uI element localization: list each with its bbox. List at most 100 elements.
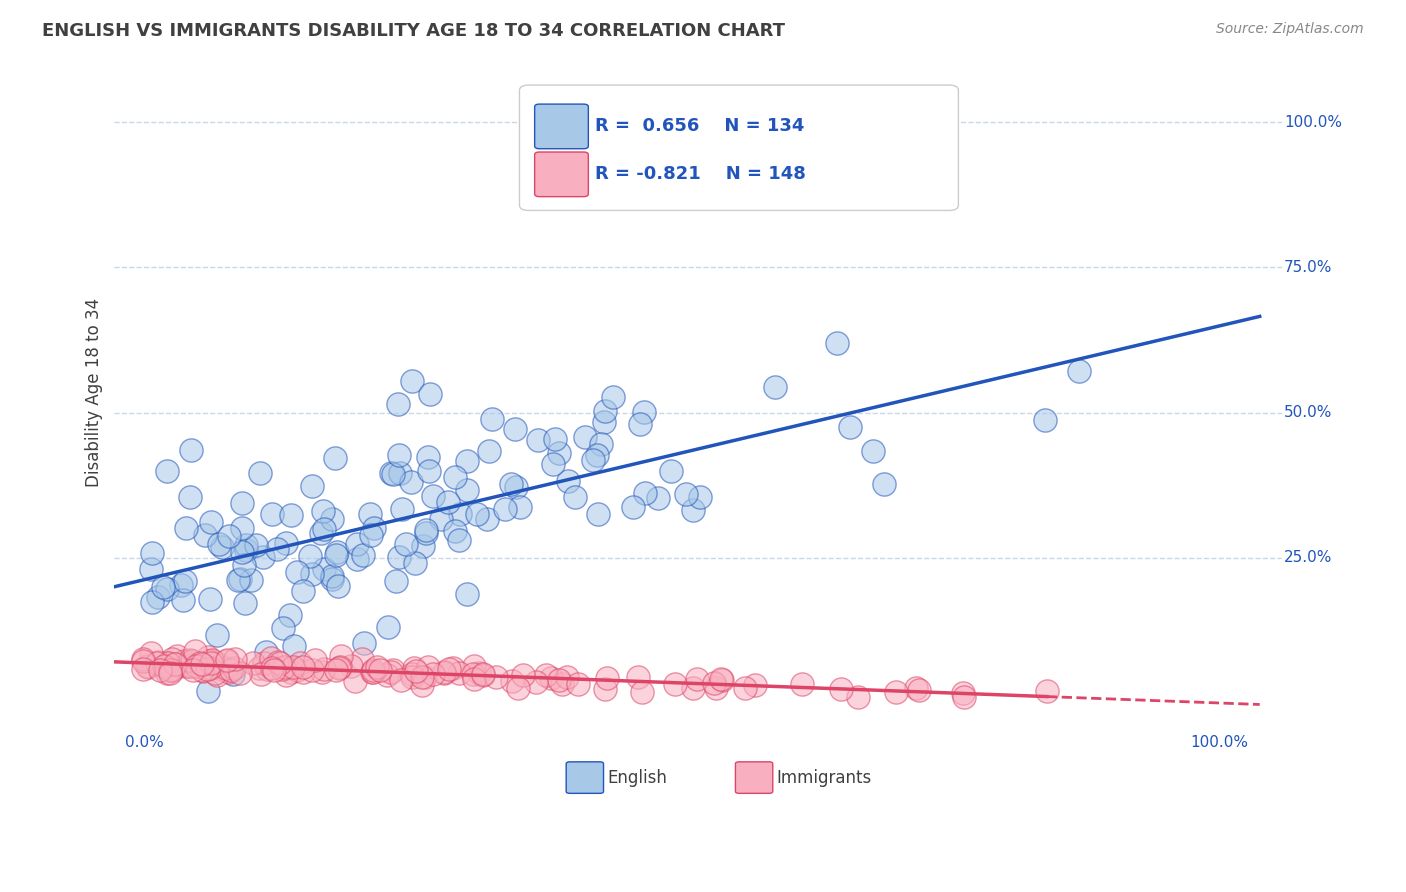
Text: Source: ZipAtlas.com: Source: ZipAtlas.com (1216, 22, 1364, 37)
Point (281, 660, 304, 674)
Point (388, 449, 411, 463)
Point (478, 443, 501, 458)
Point (132, 662, 155, 676)
Point (411, 670, 433, 684)
Point (312, 504, 335, 518)
Point (634, 486, 657, 500)
Point (226, 574, 249, 588)
Point (703, 675, 725, 690)
Point (456, 586, 478, 600)
Point (380, 665, 402, 679)
Point (501, 673, 523, 688)
Point (567, 677, 589, 691)
Point (233, 558, 256, 572)
Point (404, 661, 426, 675)
Point (160, 652, 183, 666)
Point (401, 670, 423, 684)
Point (136, 660, 159, 674)
Point (249, 466, 271, 480)
Point (353, 635, 375, 649)
Point (321, 568, 343, 582)
Point (744, 678, 766, 692)
Point (544, 432, 567, 446)
Point (360, 665, 382, 680)
Point (734, 681, 756, 695)
Point (179, 653, 201, 667)
Point (862, 444, 884, 458)
Point (219, 663, 242, 677)
Point (278, 607, 301, 622)
Point (170, 577, 193, 591)
Point (157, 657, 180, 671)
Point (326, 545, 349, 559)
Point (401, 374, 423, 388)
Point (231, 544, 253, 558)
Point (197, 684, 219, 698)
Point (908, 682, 931, 697)
Point (682, 681, 704, 695)
Point (165, 657, 187, 671)
Point (148, 590, 170, 604)
Point (266, 541, 288, 556)
Point (231, 521, 253, 535)
Point (287, 566, 309, 580)
Point (291, 659, 314, 673)
Point (288, 657, 311, 671)
Point (633, 404, 655, 418)
Point (825, 335, 848, 350)
Point (905, 681, 928, 695)
Point (215, 652, 238, 666)
Point (191, 657, 214, 672)
Point (461, 666, 484, 681)
Point (201, 653, 224, 667)
Point (291, 665, 314, 680)
Point (263, 663, 285, 677)
Point (481, 411, 503, 425)
Point (589, 436, 612, 450)
Point (404, 556, 426, 570)
Point (218, 529, 240, 543)
Point (506, 681, 529, 695)
Point (229, 665, 252, 680)
Point (269, 657, 291, 671)
Text: 75.0%: 75.0% (1284, 260, 1333, 275)
Point (602, 390, 624, 404)
Point (675, 487, 697, 501)
Point (211, 540, 233, 554)
Point (413, 669, 436, 683)
Point (156, 464, 179, 478)
Point (548, 446, 571, 460)
Point (173, 654, 195, 668)
Point (231, 496, 253, 510)
Point (314, 562, 336, 576)
Point (444, 524, 467, 538)
Point (160, 663, 183, 677)
Point (200, 516, 222, 530)
Point (361, 665, 384, 679)
Point (256, 662, 278, 676)
Point (325, 548, 347, 562)
Point (204, 665, 226, 680)
Point (350, 652, 373, 666)
Point (790, 677, 813, 691)
Point (194, 659, 217, 673)
Point (627, 671, 650, 685)
Point (763, 380, 786, 394)
Point (621, 500, 644, 514)
Point (233, 596, 256, 610)
Point (377, 668, 399, 682)
Point (184, 659, 207, 673)
Point (184, 644, 207, 658)
Point (174, 658, 197, 673)
Point (585, 449, 607, 463)
Point (388, 467, 411, 481)
Point (218, 665, 240, 680)
Point (174, 574, 197, 588)
Point (391, 501, 413, 516)
Point (501, 476, 523, 491)
Point (433, 666, 456, 681)
Point (159, 663, 181, 677)
Point (1033, 413, 1056, 427)
Point (325, 451, 347, 466)
Point (564, 491, 586, 505)
